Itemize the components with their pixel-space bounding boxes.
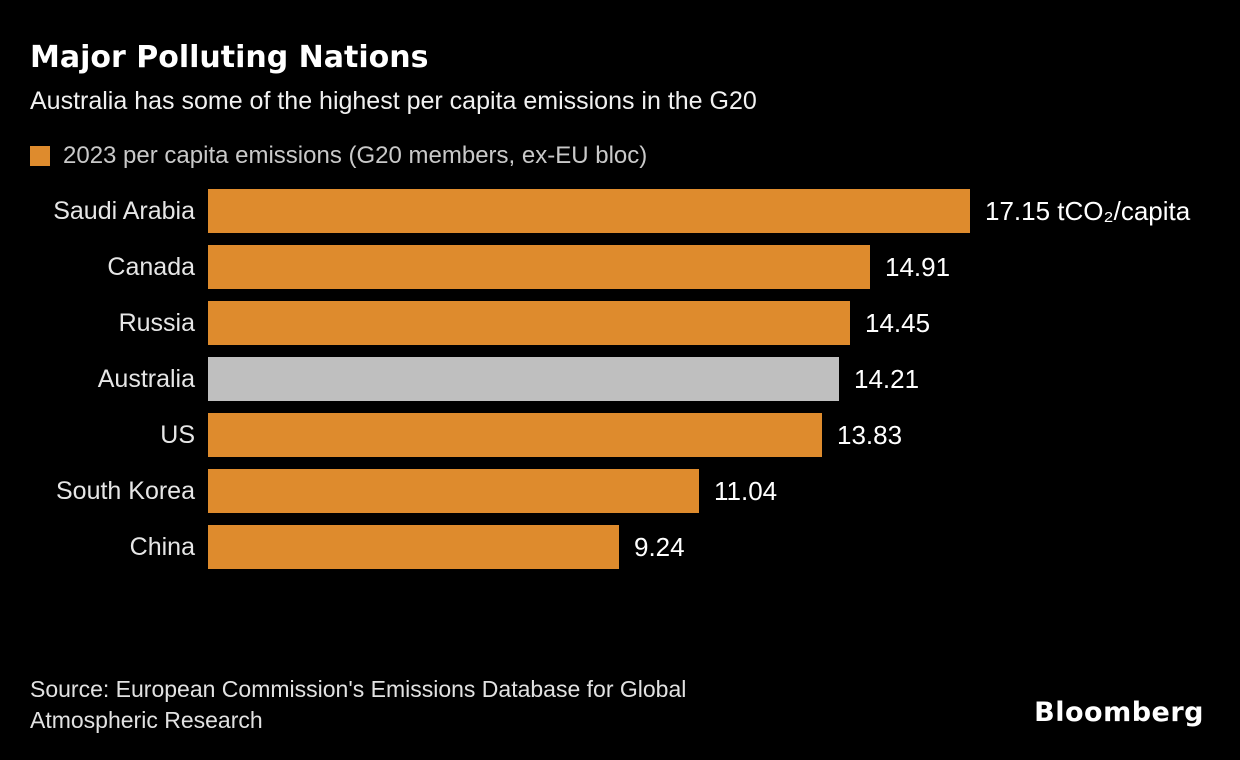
category-label: US [160,420,195,449]
chart-row: Australia 14.21 [0,351,1240,407]
legend-swatch-icon [30,146,50,166]
source-line-2: Atmospheric Research [30,707,263,733]
legend: 2023 per capita emissions (G20 members, … [30,142,1240,169]
category-label: Canada [107,252,195,281]
category-label: South Korea [56,476,195,505]
chart-title: Major Polluting Nations [30,40,429,75]
legend-label: 2023 per capita emissions (G20 members, … [63,142,648,169]
bar [208,525,619,569]
chart-row: Saudi Arabia 17.15 tCO₂/capita [0,183,1240,239]
bar [208,189,970,233]
bar-highlighted [208,357,839,401]
category-label: Russia [118,308,195,337]
bar [208,245,870,289]
category-label: Australia [97,364,195,393]
value-label: 9.24 [634,531,685,562]
chart-row: US 13.83 [0,407,1240,463]
chart-subtitle: Australia has some of the highest per ca… [30,87,757,115]
bar-chart: Saudi Arabia 17.15 tCO₂/capita Canada 14.91… [0,183,1240,575]
value-label: 11.04 [714,475,778,506]
chart-row: Canada 14.91 [0,239,1240,295]
value-label: 14.91 [885,251,951,282]
value-label: 17.15 tCO₂/capita [985,195,1191,226]
value-label: 13.83 [837,419,903,450]
value-label: 14.45 [865,307,931,338]
bloomberg-logo: Bloomberg [1034,697,1204,728]
chart-row: South Korea 11.04 [0,463,1240,519]
bar [208,469,699,513]
bar [208,301,850,345]
value-label: 14.21 [854,363,920,394]
category-label: Saudi Arabia [53,196,195,225]
source-note: Source: European Commission's Emissions … [30,674,686,736]
bar [208,413,822,457]
category-label: China [129,532,195,561]
source-line-1: Source: European Commission's Emissions … [30,676,687,702]
chart-row: Russia 14.45 [0,295,1240,351]
chart-row: China 9.24 [0,519,1240,575]
